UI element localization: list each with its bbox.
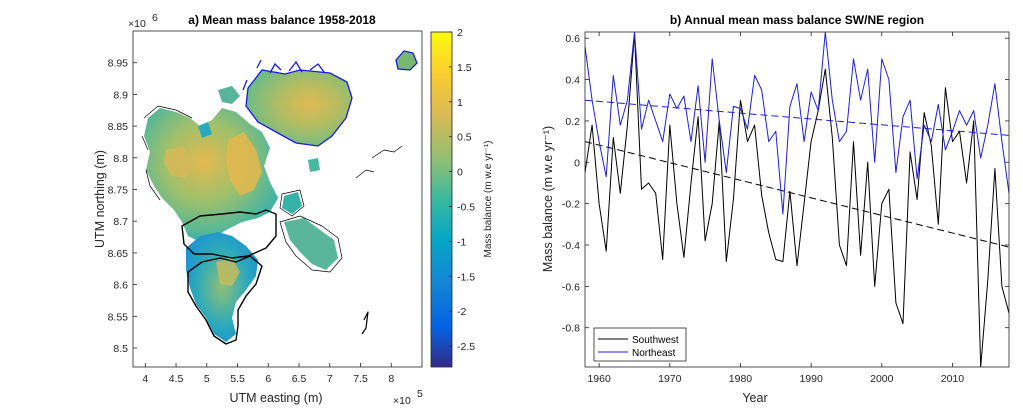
map-x-exponent: ×10 5	[393, 388, 423, 407]
map-x-tick-label: 6	[265, 373, 271, 385]
southern-high-zone	[216, 258, 240, 286]
northeast-coast-outline	[242, 59, 325, 91]
northeast-trend-line	[585, 99, 1009, 136]
map-y-tick-label: 8.7	[113, 216, 128, 228]
map-x-tick-label: 5	[204, 373, 210, 385]
line-ticks: 1960 1970 1980 1990 2000 2010 -0.8 -0.6 -0.4 -0.2…	[562, 32, 1009, 385]
map-y-tick-label: 8.9	[113, 89, 128, 101]
map-x-multiplier: ×10	[393, 395, 411, 407]
colorbar-ticks: 2 1.5 1 0.5 0 -0.5 -1 -1.5 -2 -2.5	[449, 27, 475, 353]
east-small-ice-1	[282, 192, 302, 214]
line-x-axis-label: Year	[742, 391, 767, 405]
colorbar: 2 1.5 1 0.5 0 -0.5 -1 -1.5 -2 -2.5 Mass balance (…	[430, 27, 494, 368]
colorbar-tick-label: 2	[457, 27, 463, 39]
line-axes-background	[585, 32, 1009, 367]
colorbar-gradient	[430, 31, 453, 368]
map-y-tick-label: 8.6	[113, 280, 128, 292]
line-x-tick-label: 1990	[799, 373, 823, 385]
east-island-coastline	[279, 215, 343, 273]
line-panel: b) Annual mean mass balance SW/NE region…	[541, 13, 1010, 405]
southwest-trend-line	[585, 141, 1009, 248]
east-small-coastline	[279, 189, 305, 217]
northeast-west-fragment	[218, 86, 240, 104]
legend-southwest-label: Southwest	[632, 335, 679, 346]
glacier-mass-balance-field	[144, 50, 418, 342]
map-x-tick-label: 4.5	[169, 373, 184, 385]
region-outlines	[141, 105, 403, 345]
colorbar-tick-label: -1	[457, 236, 466, 248]
line-y-axis-label: Mass balance (m w.e yr⁻¹)	[541, 126, 555, 272]
southwest-high-accumulation	[226, 132, 262, 196]
southern-ice	[186, 232, 258, 342]
colorbar-tick-label: -0.5	[457, 201, 475, 213]
line-x-tick-label: 1970	[658, 373, 682, 385]
southwest-south-outline	[187, 255, 263, 345]
map-y-tick-label: 8.95	[108, 58, 129, 70]
line-x-tick-label: 2010	[941, 373, 965, 385]
map-y-tick-label: 8.8	[113, 153, 128, 165]
kong-karls-land-coastline	[355, 145, 403, 179]
southwest-north-high-accumulation	[164, 146, 192, 178]
map-title: a) Mean mass balance 1958-2018	[188, 13, 376, 27]
map-x-tick-label: 7	[327, 373, 333, 385]
east-small-ice-2	[308, 158, 320, 172]
colorbar-tick-label: 0	[457, 167, 463, 179]
colorbar-tick-label: -2	[457, 306, 466, 318]
map-panel: a) Mean mass balance 1958-2018	[93, 12, 423, 407]
map-y-tick-label: 8.65	[108, 248, 129, 260]
line-y-tick-label: -0.6	[562, 281, 580, 293]
legend: Southwest Northeast	[593, 327, 687, 362]
colorbar-tick-label: -2.5	[457, 341, 475, 353]
north-small-ice	[198, 122, 212, 138]
line-y-tick-label: 0	[574, 157, 580, 169]
southwest-region-outline	[181, 209, 277, 259]
map-y-tick-label: 8.55	[108, 311, 129, 323]
colorbar-tick-label: 1.5	[457, 62, 472, 74]
line-x-tick-label: 1980	[729, 373, 753, 385]
northeast-ice-cap	[245, 69, 353, 147]
legend-box	[593, 327, 687, 362]
map-x-tick-label: 6.5	[292, 373, 307, 385]
colorbar-tick-label: 1	[457, 97, 463, 109]
northeast-series-line	[585, 32, 1009, 215]
colorbar-tick-label: 0.5	[457, 132, 472, 144]
map-ticks: 4 4.5 5 5.5 6 6.5 7 7.5 8 8.5 8.55 8.6 8.65 8.7 8.75 8.…	[108, 58, 395, 385]
southwest-series-line	[585, 33, 1009, 367]
line-series	[585, 32, 1009, 367]
line-y-tick-label: -0.4	[562, 240, 580, 252]
northeast-small-island	[395, 50, 418, 71]
line-y-tick-label: 0.2	[565, 116, 580, 128]
line-y-tick-label: -0.8	[562, 323, 580, 335]
map-frame	[132, 30, 423, 368]
line-y-tick-label: 0.4	[565, 75, 580, 87]
map-y-exponent-value: 6	[152, 12, 158, 24]
colorbar-tick-label: -1.5	[457, 271, 475, 283]
line-y-tick-label: -0.2	[562, 199, 580, 211]
map-y-axis-label: UTM northing (m)	[93, 150, 107, 248]
map-y-tick-label: 8.5	[113, 343, 128, 355]
line-y-tick-label: 0.6	[565, 33, 580, 45]
west-coastline	[141, 105, 193, 201]
map-x-axis-label: UTM easting (m)	[229, 391, 322, 405]
map-y-tick-label: 8.85	[108, 121, 129, 133]
map-x-exponent-value: 5	[417, 388, 423, 400]
line-x-tick-label: 2000	[870, 373, 894, 385]
line-axes-frame	[584, 31, 1010, 368]
map-y-exponent: ×10 6	[128, 12, 158, 30]
map-x-tick-label: 8	[388, 373, 394, 385]
hopen-coastline	[361, 311, 369, 335]
line-x-tick-label: 1960	[587, 373, 611, 385]
colorbar-label: Mass balance (m w.e yr⁻¹)	[483, 141, 494, 258]
map-y-tick-label: 8.75	[108, 184, 129, 196]
legend-northeast-label: Northeast	[632, 348, 676, 359]
map-y-multiplier: ×10	[128, 18, 146, 30]
east-island-ice	[284, 218, 338, 270]
line-chart-title: b) Annual mean mass balance SW/NE region	[670, 13, 924, 27]
map-x-tick-label: 7.5	[353, 373, 368, 385]
map-x-tick-label: 4	[142, 373, 148, 385]
map-x-tick-label: 5.5	[230, 373, 245, 385]
